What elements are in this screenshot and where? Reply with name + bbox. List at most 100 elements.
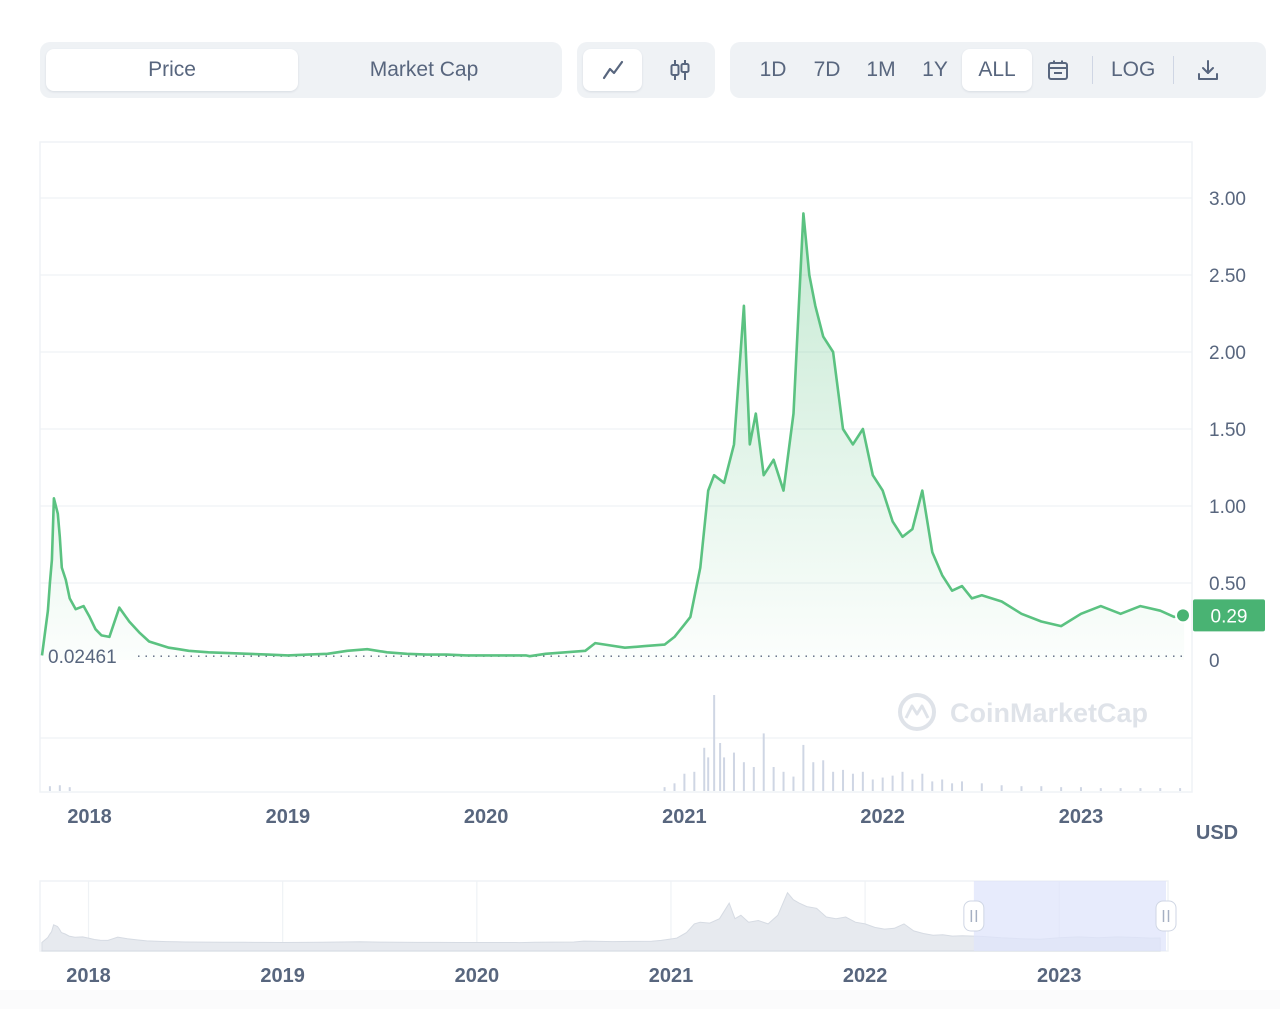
volume-bar: [1099, 788, 1102, 791]
calendar-icon: [1048, 60, 1068, 80]
volume-bar: [48, 786, 51, 791]
volume-bar: [707, 757, 710, 791]
volume-bar: [891, 775, 894, 791]
navigator-x-tick-label: 2019: [260, 965, 305, 987]
log-scale-button[interactable]: LOG: [1111, 58, 1156, 81]
range-7d-button[interactable]: 7D: [813, 58, 841, 81]
volume-bar: [832, 771, 835, 791]
volume-bar: [1139, 788, 1142, 791]
volume-bar: [842, 769, 845, 791]
navigator-area: [41, 891, 1161, 952]
market-cap-tab[interactable]: Market Cap: [369, 58, 479, 81]
volume-bar: [941, 779, 944, 791]
handle-grip-icon: [1155, 900, 1177, 932]
y-tick-label: 0.50: [1209, 574, 1246, 595]
volume-bar: [703, 747, 706, 791]
volume-bar: [980, 783, 983, 791]
navigator-x-tick-label: 2020: [455, 965, 500, 987]
range-toolbar: 1D 7D 1M 1Y ALL LOG: [730, 42, 1266, 98]
coinmarketcap-logo-icon: [898, 693, 936, 731]
current-price-dot: [1175, 607, 1191, 624]
volume-bar: [881, 777, 884, 791]
volume-bar: [723, 757, 726, 791]
volume-bar: [762, 733, 765, 791]
navigator-x-tick-label: 2022: [843, 965, 888, 987]
volume-bar: [752, 767, 755, 791]
navigator-left-handle[interactable]: [963, 900, 985, 932]
volume-bar: [719, 743, 722, 791]
date-range-button[interactable]: [1032, 49, 1084, 91]
currency-label: USD: [1196, 822, 1238, 844]
volume-bar: [812, 762, 815, 791]
watermark-text: CoinMarketCap: [950, 698, 1148, 728]
handle-grip-icon: [963, 900, 985, 932]
volume-bar: [931, 781, 934, 791]
download-button[interactable]: [1182, 49, 1234, 91]
volume-bar: [742, 762, 745, 791]
toolbar-divider: [1092, 56, 1093, 84]
x-tick-label: 2022: [860, 806, 905, 828]
volume-bar: [1060, 787, 1063, 791]
volume-bar: [802, 744, 805, 791]
price-area: [41, 213, 1185, 660]
y-tick-label: 0: [1209, 651, 1220, 672]
navigator-right-handle[interactable]: [1155, 900, 1177, 932]
x-tick-label: 2021: [662, 806, 707, 828]
x-tick-label: 2019: [266, 806, 311, 828]
y-tick-label: 1.00: [1209, 497, 1246, 518]
volume-bar: [68, 787, 71, 791]
volume-bar: [822, 760, 825, 791]
navigator-x-tick-label: 2018: [66, 965, 111, 987]
volume-bar: [851, 773, 854, 791]
price-chart[interactable]: CoinMarketCap 00.501.001.502.002.503.00 …: [0, 120, 1280, 850]
volume-bar: [1179, 788, 1182, 791]
volume-bar: [713, 695, 716, 791]
range-1y-button[interactable]: 1Y: [922, 58, 948, 81]
line-chart-button[interactable]: [583, 49, 642, 91]
volume-bar: [772, 767, 775, 791]
current-price-label: 0.29: [1211, 606, 1248, 627]
navigator-selection[interactable]: [973, 881, 1166, 951]
range-all-button[interactable]: ALL: [962, 49, 1032, 91]
price-tab[interactable]: Price: [46, 49, 298, 91]
range-1m-button[interactable]: 1M: [866, 58, 896, 81]
volume-bar: [901, 771, 904, 791]
chart-type-toggle: [577, 42, 715, 98]
volume-bar: [960, 781, 963, 791]
download-icon: [1198, 60, 1219, 80]
range-navigator[interactable]: 2018 2019 2020 2021 2022 2023: [0, 870, 1280, 1000]
volume-bar: [732, 752, 735, 791]
toolbar-divider: [1173, 56, 1175, 84]
candlestick-button[interactable]: [650, 49, 709, 91]
volume-bar: [58, 785, 61, 791]
navigator-x-tick-label: 2023: [1037, 965, 1082, 987]
volume-bar: [1159, 788, 1162, 791]
navigator-x-tick-label: 2021: [649, 965, 694, 987]
current-price-badge: 0.29: [1193, 599, 1265, 632]
volume-bar: [921, 773, 924, 791]
y-tick-label: 2.00: [1209, 343, 1246, 364]
watermark: CoinMarketCap: [898, 693, 1148, 731]
range-1d-button[interactable]: 1D: [759, 58, 787, 81]
min-price-label: 0.02461: [48, 647, 117, 668]
volume-bar: [792, 776, 795, 791]
x-tick-label: 2023: [1059, 806, 1104, 828]
price-line: [40, 212, 1185, 658]
y-axis: 0 0.50 1.00 1.50 2.00 2.50 3.00: [1209, 189, 1246, 672]
volume-bar: [1020, 786, 1023, 791]
volume-bar: [693, 771, 696, 791]
navigator-x-axis: 2018 2019 2020 2021 2022 2023: [66, 965, 1081, 987]
volume-bar: [782, 771, 785, 791]
line-chart-icon: [602, 60, 623, 80]
grid-lines: [40, 197, 1192, 739]
y-tick-label: 3.00: [1209, 189, 1246, 210]
volume-bar: [683, 773, 686, 791]
volume-bar: [663, 787, 666, 791]
volume-bar: [1040, 786, 1043, 791]
plot-frame: [39, 141, 1193, 793]
volume-bar: [673, 783, 676, 791]
y-tick-label: 2.50: [1209, 266, 1246, 287]
price-marketcap-toggle: Price Market Cap: [40, 42, 562, 98]
volume-bar: [1119, 788, 1122, 791]
volume-bar: [871, 779, 874, 791]
